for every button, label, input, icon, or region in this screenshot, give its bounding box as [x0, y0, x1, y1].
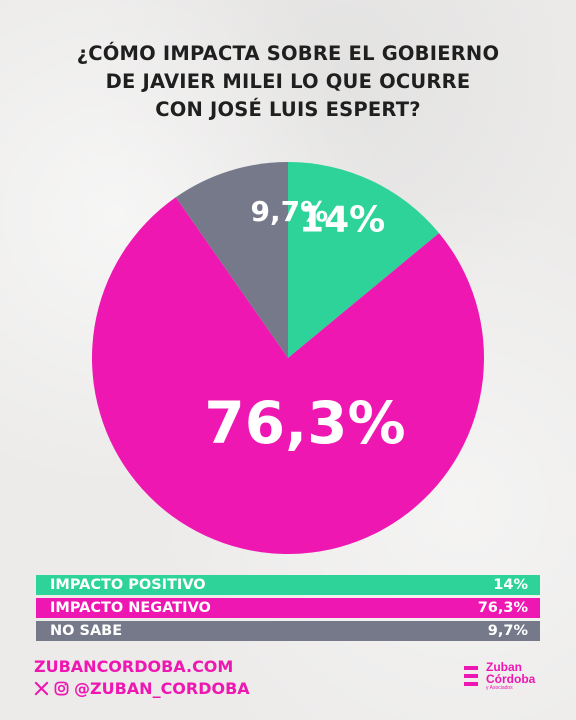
instagram-icon[interactable] [54, 681, 69, 696]
title-line: ¿CÓMO IMPACTA SOBRE EL GOBIERNO [76, 42, 500, 65]
pie-slice [91, 197, 484, 554]
legend-value: 9,7% [487, 623, 528, 639]
logo-mark-icon [464, 666, 478, 686]
slice-label: 14% [299, 199, 385, 240]
footer: ZUBANCORDOBA.COM @ZUBAN_CORDOBA [34, 657, 250, 698]
legend-label: IMPACTO NEGATIVO [50, 600, 211, 616]
website-link[interactable]: ZUBANCORDOBA.COM [34, 657, 234, 676]
legend-row-negative: IMPACTO NEGATIVO 76,3% [36, 598, 540, 618]
legend: IMPACTO POSITIVO 14% IMPACTO NEGATIVO 76… [36, 575, 540, 644]
pie-slice [288, 162, 440, 358]
title-line: CON JOSÉ LUIS ESPERT? [155, 98, 421, 121]
legend-value: 76,3% [477, 600, 528, 616]
legend-label: NO SABE [50, 623, 123, 639]
logo-line: y Asociados [486, 685, 513, 691]
social-handle[interactable]: @ZUBAN_CORDOBA [74, 679, 250, 698]
legend-value: 14% [493, 577, 528, 593]
title-line: DE JAVIER MILEI LO QUE OCURRE [105, 70, 471, 93]
chart-title: ¿CÓMO IMPACTA SOBRE EL GOBIERNO DE JAVIE… [30, 40, 546, 124]
legend-label: IMPACTO POSITIVO [50, 577, 206, 593]
logo-line: Córdoba [486, 672, 536, 686]
x-icon[interactable] [34, 681, 49, 696]
legend-row-unknown: NO SABE 9,7% [36, 621, 540, 641]
slice-label: 76,3% [204, 389, 405, 457]
pie-chart: 14% 76,3% 9,7% [91, 162, 484, 554]
logo-line: Zuban [486, 660, 522, 674]
pie-slice [175, 162, 288, 358]
slice-label: 9,7% [251, 195, 329, 228]
zuban-cordoba-logo: Zuban Córdoba y Asociados [462, 661, 552, 705]
legend-row-positive: IMPACTO POSITIVO 14% [36, 575, 540, 595]
